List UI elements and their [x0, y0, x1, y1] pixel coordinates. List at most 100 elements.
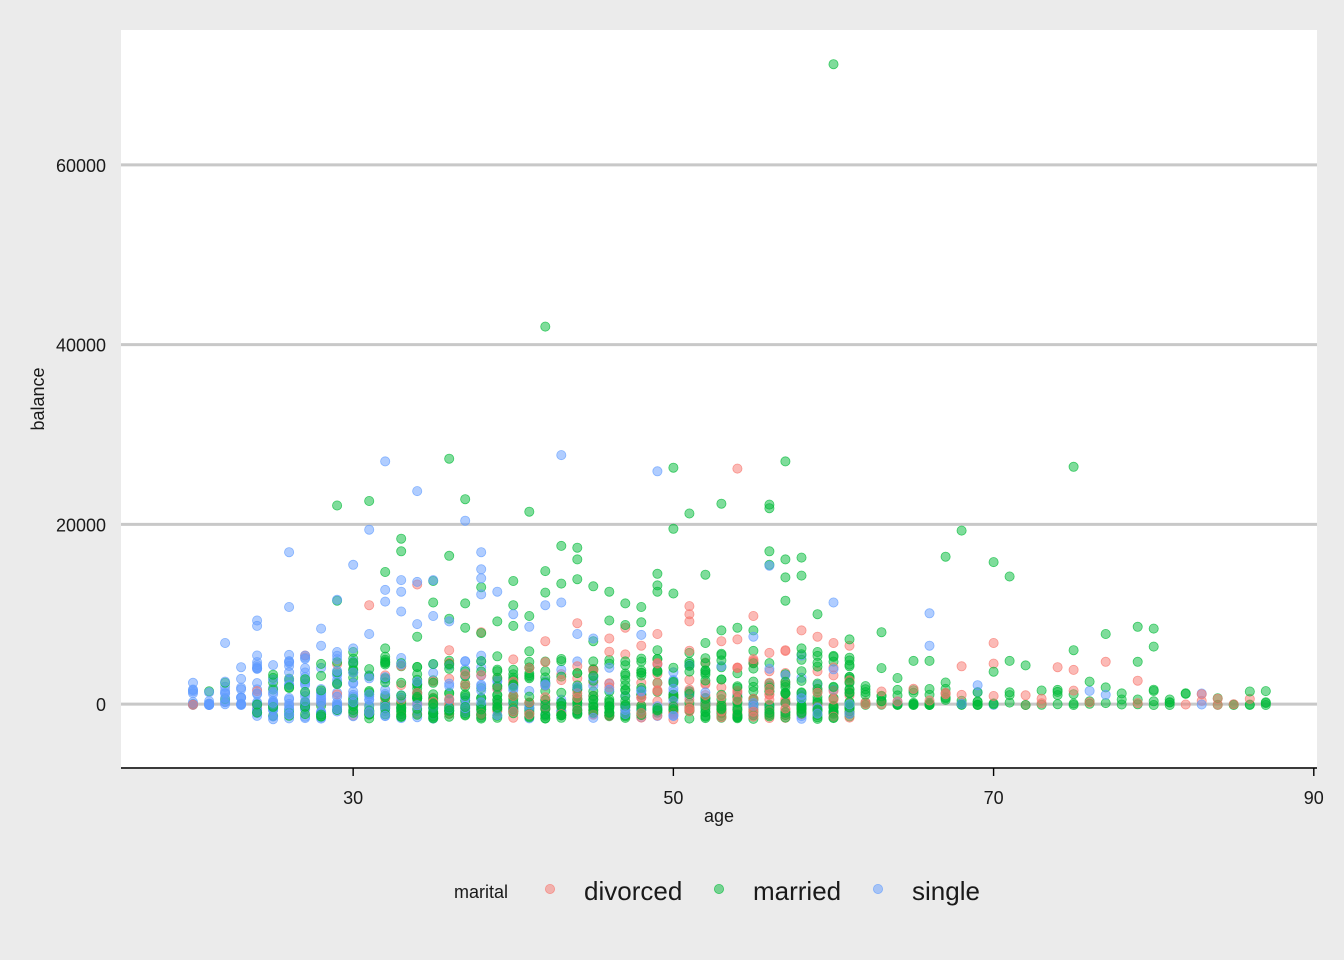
point-single: [380, 456, 391, 467]
point-single: [508, 682, 519, 693]
legend-key-divorced: [545, 884, 556, 895]
point-married: [604, 615, 615, 626]
point-married: [940, 677, 951, 688]
point-married: [1244, 686, 1255, 697]
point-married: [540, 587, 551, 598]
point-single: [380, 710, 391, 721]
point-single: [252, 650, 263, 661]
point-single: [636, 686, 647, 697]
point-single: [588, 712, 599, 723]
point-married: [700, 638, 711, 649]
point-married: [812, 678, 823, 689]
point-single: [332, 704, 343, 715]
point-single: [396, 575, 407, 586]
point-divorced: [988, 638, 999, 649]
point-divorced: [572, 618, 583, 629]
point-married: [428, 659, 439, 670]
point-married: [636, 653, 647, 664]
point-married: [780, 456, 791, 467]
point-married: [332, 500, 343, 511]
legend-key-married: [714, 884, 725, 895]
point-married: [540, 703, 551, 714]
point-single: [220, 688, 231, 699]
point-single: [412, 576, 423, 587]
point-married: [396, 712, 407, 723]
point-married: [1068, 700, 1079, 711]
point-married: [1148, 623, 1159, 634]
point-married: [1116, 688, 1127, 699]
point-married: [1020, 660, 1031, 671]
point-divorced: [1132, 698, 1143, 709]
point-single: [252, 663, 263, 674]
point-single: [700, 687, 711, 698]
point-married: [556, 578, 567, 589]
point-single: [284, 667, 295, 678]
point-divorced: [1196, 689, 1207, 700]
point-married: [300, 674, 311, 685]
point-divorced: [1180, 699, 1191, 710]
point-single: [236, 684, 247, 695]
point-married: [364, 495, 375, 506]
point-married: [476, 628, 487, 639]
legend-label-single: single: [912, 876, 980, 906]
point-married: [508, 664, 519, 675]
point-single: [220, 676, 231, 687]
point-married: [700, 665, 711, 676]
point-married: [604, 707, 615, 718]
point-single: [460, 656, 471, 667]
point-married: [636, 617, 647, 628]
point-single: [476, 564, 487, 575]
point-single: [268, 711, 279, 722]
point-divorced: [892, 696, 903, 707]
y-axis-title: balance: [28, 367, 48, 430]
point-married: [524, 506, 535, 517]
point-single: [316, 623, 327, 634]
point-married: [780, 595, 791, 606]
point-married: [876, 663, 887, 674]
point-married: [988, 666, 999, 677]
point-divorced: [684, 645, 695, 656]
point-divorced: [956, 661, 967, 672]
point-married: [956, 525, 967, 536]
point-single: [812, 708, 823, 719]
point-single: [380, 584, 391, 595]
point-single: [332, 691, 343, 702]
point-married: [556, 687, 567, 698]
point-married: [828, 712, 839, 723]
point-single: [844, 699, 855, 710]
point-married: [396, 690, 407, 701]
point-married: [268, 669, 279, 680]
point-married: [812, 647, 823, 658]
point-married: [1132, 621, 1143, 632]
point-single: [620, 709, 631, 720]
point-divorced: [364, 600, 375, 611]
point-married: [508, 600, 519, 611]
point-married: [1100, 629, 1111, 640]
point-married: [508, 576, 519, 587]
point-single: [396, 586, 407, 597]
point-single: [300, 696, 311, 707]
point-single: [380, 596, 391, 607]
point-married: [428, 702, 439, 713]
point-divorced: [556, 675, 567, 686]
data-points: [187, 59, 1271, 725]
point-single: [588, 633, 599, 644]
point-divorced: [524, 709, 535, 720]
point-married: [700, 710, 711, 721]
point-married: [508, 620, 519, 631]
x-tick-label: 90: [1304, 788, 1324, 808]
point-single: [364, 673, 375, 684]
point-married: [716, 625, 727, 636]
point-single: [364, 629, 375, 640]
point-married: [540, 566, 551, 577]
point-single: [572, 629, 583, 640]
y-tick-label: 0: [96, 695, 106, 715]
point-married: [780, 554, 791, 565]
point-married: [860, 681, 871, 692]
point-married: [556, 710, 567, 721]
point-divorced: [716, 636, 727, 647]
x-axis-ticks: 30 50 70 90: [343, 768, 1324, 808]
point-married: [620, 598, 631, 609]
point-single: [412, 676, 423, 687]
